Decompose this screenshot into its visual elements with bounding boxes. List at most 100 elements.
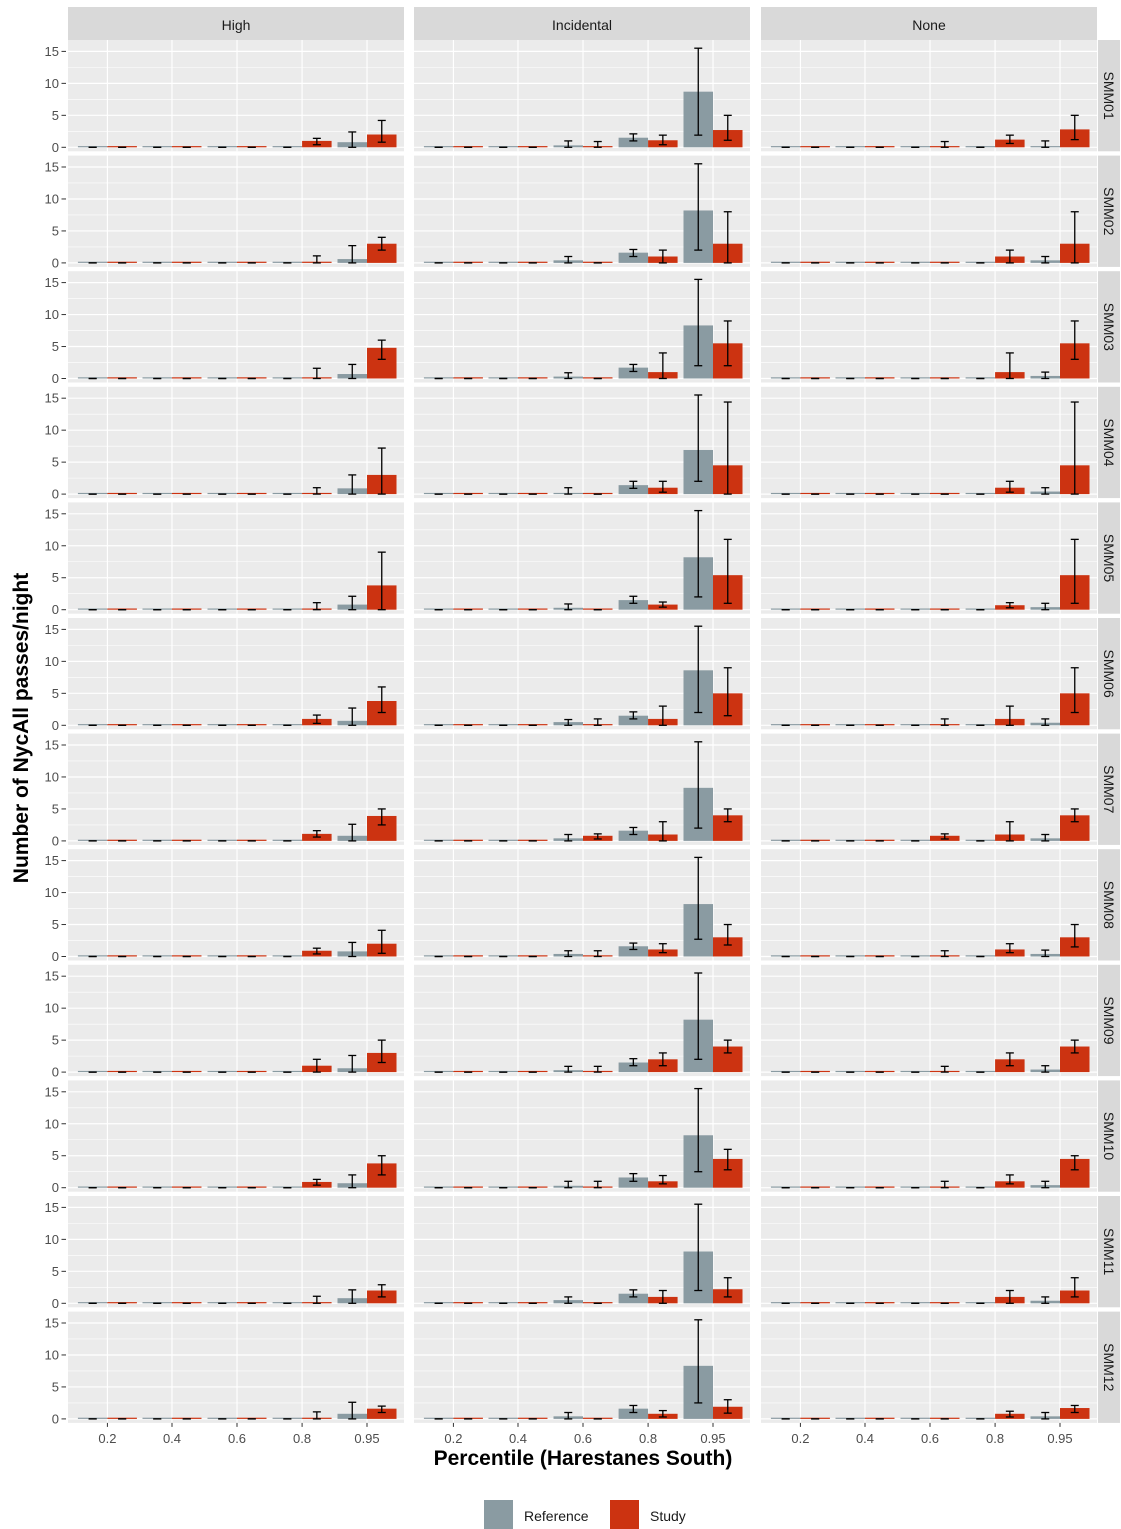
facet-panel-smm11-none — [761, 1196, 1097, 1308]
y-tick-label: 15 — [45, 969, 59, 984]
facet-strip-label: SMM12 — [1101, 1343, 1117, 1391]
y-tick-label: 0 — [52, 718, 59, 733]
y-tick-label: 5 — [52, 455, 59, 470]
x-tick-label: 0.2 — [98, 1431, 116, 1446]
x-tick-label: 0.95 — [1047, 1431, 1072, 1446]
y-tick-label: 10 — [45, 654, 59, 669]
panel-background — [68, 964, 404, 1077]
panel-background — [761, 1311, 1097, 1423]
panel-background — [68, 502, 404, 614]
y-tick-label: 10 — [45, 1347, 59, 1362]
facet-strip-smm11 — [1098, 1196, 1120, 1308]
bar-reference — [618, 715, 649, 726]
facet-panel-smm04-none — [761, 386, 1097, 499]
facet-panel-smm09-high — [68, 964, 404, 1077]
panel-background — [761, 155, 1097, 267]
bar-study — [713, 937, 743, 957]
panel-background — [761, 271, 1097, 383]
facet-panel-smm10-incidental — [414, 1080, 750, 1192]
panel-background — [761, 1196, 1097, 1308]
bar-study — [367, 243, 397, 263]
x-tick-label: 0.8 — [986, 1431, 1004, 1446]
facet-panel-smm11-high — [68, 1196, 404, 1308]
y-tick-label: 5 — [52, 570, 59, 585]
y-tick-label: 10 — [45, 307, 59, 322]
x-tick-label: 0.6 — [228, 1431, 246, 1446]
panel-background — [761, 618, 1097, 730]
y-tick-label: 5 — [52, 917, 59, 932]
facet-panel-smm08-none — [761, 849, 1097, 961]
y-tick-label: 10 — [45, 423, 59, 438]
facet-panel-smm08-incidental — [414, 849, 750, 961]
facet-strip-label: SMM03 — [1101, 303, 1117, 351]
bar-reference — [618, 946, 649, 957]
facet-panel-smm01-high — [68, 40, 404, 152]
facet-strip-label: Incidental — [552, 17, 612, 33]
y-tick-label: 10 — [45, 191, 59, 206]
facet-strip-label: SMM09 — [1101, 996, 1117, 1044]
facet-panel-smm02-incidental — [414, 155, 750, 267]
x-tick-label: 0.6 — [574, 1431, 592, 1446]
bar-reference — [618, 1177, 649, 1188]
x-tick-label: 0.95 — [354, 1431, 379, 1446]
x-tick-label: 0.4 — [509, 1431, 527, 1446]
facet-strip-smm05 — [1098, 502, 1120, 614]
facet-panel-smm03-incidental — [414, 271, 750, 383]
y-tick-label: 0 — [52, 833, 59, 848]
x-tick-label: 0.4 — [163, 1431, 181, 1446]
facet-panel-smm04-high — [68, 386, 404, 499]
x-tick-label: 0.8 — [639, 1431, 657, 1446]
y-tick-label: 5 — [52, 339, 59, 354]
y-tick-label: 5 — [52, 1264, 59, 1279]
y-tick-label: 5 — [52, 801, 59, 816]
panel-background — [761, 1080, 1097, 1192]
y-tick-label: 15 — [45, 391, 59, 406]
y-tick-label: 0 — [52, 949, 59, 964]
panel-background — [761, 733, 1097, 845]
facet-panel-smm05-incidental — [414, 502, 750, 614]
facet-panel-smm09-incidental — [414, 964, 750, 1077]
panel-background — [68, 849, 404, 961]
facet-panel-smm10-high — [68, 1080, 404, 1192]
facet-strip-label: SMM05 — [1101, 534, 1117, 582]
y-tick-label: 15 — [45, 1315, 59, 1330]
facet-strip-label: SMM01 — [1101, 72, 1117, 120]
legend-reference-label: Reference — [524, 1508, 589, 1524]
x-tick-label: 0.95 — [700, 1431, 725, 1446]
y-tick-label: 10 — [45, 1116, 59, 1131]
facet-strip-smm03 — [1098, 271, 1120, 383]
facet-strip-label: None — [912, 17, 946, 33]
y-tick-label: 15 — [45, 44, 59, 59]
y-tick-label: 0 — [52, 602, 59, 617]
facet-panel-smm12-none — [761, 1311, 1097, 1423]
y-tick-label: 10 — [45, 1001, 59, 1016]
bar-study — [367, 1408, 397, 1419]
legend-study-label: Study — [650, 1508, 686, 1524]
x-tick-label: 0.8 — [293, 1431, 311, 1446]
bar-reference — [618, 252, 649, 263]
bar-reference — [618, 137, 649, 148]
facet-strip-label: SMM11 — [1101, 1228, 1117, 1275]
facet-strip-label: High — [222, 17, 251, 33]
y-tick-label: 10 — [45, 769, 59, 784]
facet-panel-smm07-none — [761, 733, 1097, 845]
facet-panel-smm01-none — [761, 40, 1097, 152]
facet-panel-smm02-none — [761, 155, 1097, 267]
facet-panel-smm12-high — [68, 1311, 404, 1423]
y-tick-label: 0 — [52, 371, 59, 386]
facet-panel-smm07-incidental — [414, 733, 750, 845]
facet-panel-smm06-incidental — [414, 618, 750, 730]
panel-background — [68, 1196, 404, 1308]
legend-reference-swatch — [484, 1500, 513, 1529]
y-tick-label: 5 — [52, 223, 59, 238]
y-tick-label: 0 — [52, 140, 59, 155]
facet-panel-smm06-high — [68, 618, 404, 730]
panel-background — [761, 849, 1097, 961]
y-tick-label: 15 — [45, 506, 59, 521]
facet-panel-smm05-high — [68, 502, 404, 614]
facet-panel-smm12-incidental — [414, 1311, 750, 1423]
y-tick-label: 10 — [45, 538, 59, 553]
facet-panel-smm01-incidental — [414, 40, 750, 152]
facet-strip-smm07 — [1098, 733, 1120, 845]
facet-strip-label: SMM06 — [1101, 650, 1117, 698]
